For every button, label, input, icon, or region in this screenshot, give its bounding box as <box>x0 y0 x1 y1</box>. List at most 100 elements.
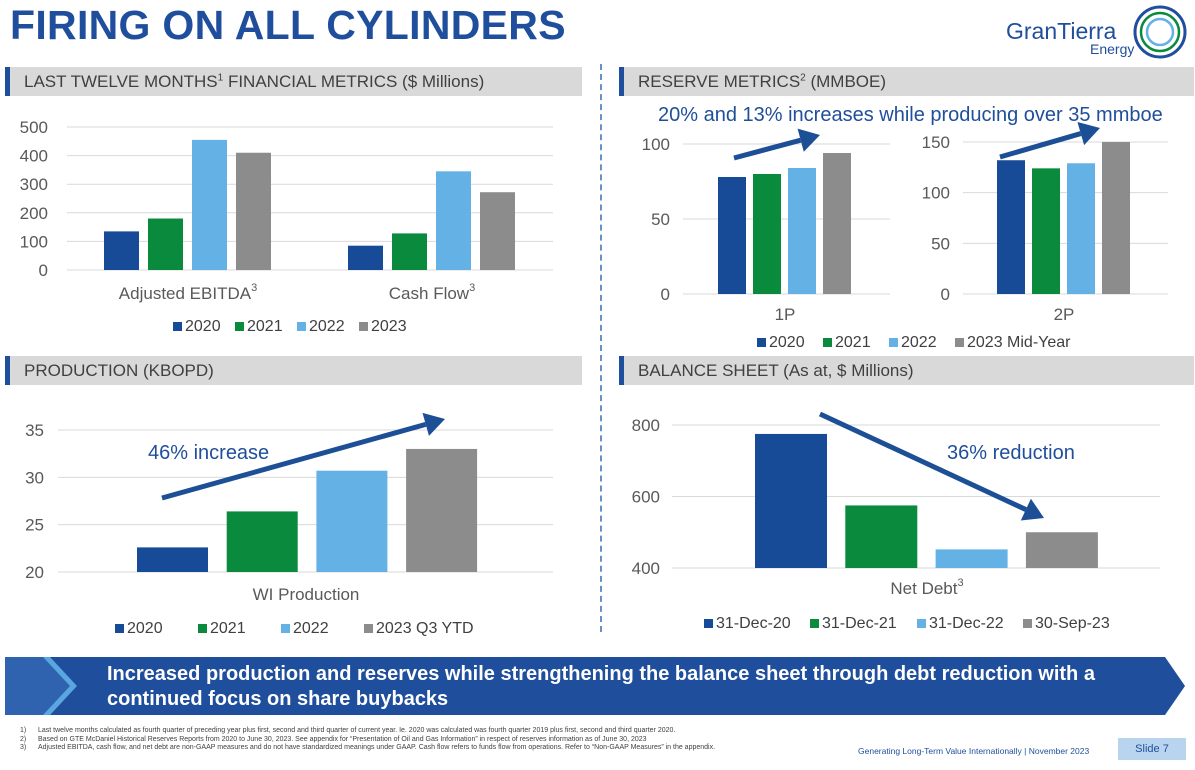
y-tick-label: 100 <box>20 232 48 251</box>
bar-2020 <box>997 160 1025 294</box>
category-label: Cash Flow3 <box>389 282 475 303</box>
page-title: FIRING ON ALL CYLINDERS <box>10 2 566 48</box>
bar-2022 <box>192 139 227 270</box>
legend-swatch <box>364 624 373 633</box>
bar-2020 <box>104 231 139 270</box>
bar-2022 <box>788 168 816 294</box>
reserve-metrics-header: RESERVE METRICS2 (MMBOE) <box>619 67 1194 96</box>
legend-swatch <box>810 619 819 628</box>
bar-2023-q3-ytd <box>406 448 478 572</box>
panel-divider <box>600 64 602 632</box>
legend-swatch <box>173 322 182 331</box>
legend-label: 2021 <box>247 318 283 335</box>
bar-2021 <box>1032 168 1060 294</box>
legend-label: 2022 <box>901 334 937 351</box>
bar-2022 <box>1067 163 1095 294</box>
legend-label: 2023 <box>371 318 407 335</box>
logo-rings-icon <box>1133 5 1187 59</box>
bar-2023 <box>480 192 515 270</box>
footer-tagline: Generating Long-Term Value International… <box>858 746 1090 756</box>
category-label: 2P <box>1054 305 1075 324</box>
category-label: WI Production <box>253 585 360 604</box>
bar-30-sep-23 <box>1025 532 1098 568</box>
y-tick-label: 200 <box>20 204 48 223</box>
bar-2021 <box>392 233 427 270</box>
bar-31-dec-20 <box>755 433 827 568</box>
category-label: Adjusted EBITDA3 <box>119 282 257 303</box>
y-tick-label: 0 <box>941 285 950 304</box>
legend-label: 2020 <box>769 334 805 351</box>
legend-swatch <box>757 338 766 347</box>
legend-swatch <box>235 322 244 331</box>
legend-label: 2020 <box>127 620 163 637</box>
y-tick-label: 25 <box>25 516 44 535</box>
bar-2023-mid-year <box>823 153 851 294</box>
bar-2023 <box>236 152 271 270</box>
legend-swatch <box>917 619 926 628</box>
bar-2021 <box>148 218 183 270</box>
reserves-1p-arrow-shaft <box>733 137 802 161</box>
production-header: PRODUCTION (KBOPD) <box>5 356 582 385</box>
bar-31-dec-22 <box>935 549 1008 568</box>
legend-swatch <box>115 624 124 633</box>
footnote-1: 1) Last twelve months calculated as fourt… <box>20 727 676 734</box>
legend-label: 2022 <box>309 318 345 335</box>
production-arrow-shaft <box>161 421 427 501</box>
legend-swatch <box>297 322 306 331</box>
legend-label: 31-Dec-21 <box>822 615 897 632</box>
bar-2022 <box>436 171 471 270</box>
financial-metrics-header: LAST TWELVE MONTHS1 FINANCIAL METRICS ($… <box>5 67 582 96</box>
net-debt-arrow-head <box>1020 498 1044 521</box>
legend-swatch <box>704 619 713 628</box>
logo-name: GranTierra <box>1006 18 1117 44</box>
production-annotation: 46% increase <box>148 442 269 464</box>
legend-swatch <box>1023 619 1032 628</box>
gran-tierra-logo: GranTierra Energy <box>1000 4 1190 60</box>
category-label: Net Debt3 <box>890 577 963 598</box>
legend-swatch <box>198 624 207 633</box>
bar-31-dec-21 <box>845 505 918 568</box>
legend-label: 2020 <box>185 318 221 335</box>
y-tick-label: 50 <box>651 210 670 229</box>
slide-number: Slide 7 <box>1118 738 1186 760</box>
y-tick-label: 30 <box>25 468 44 487</box>
bar-2021 <box>753 174 781 294</box>
bar-2023-mid-year <box>1102 142 1130 294</box>
y-tick-label: 500 <box>20 118 48 137</box>
legend-label: 2023 Mid-Year <box>967 334 1071 351</box>
category-label: 1P <box>775 305 796 324</box>
legend-label: 2023 Q3 YTD <box>376 620 474 637</box>
y-tick-label: 100 <box>642 135 670 154</box>
reserves-2p-arrow-head <box>1077 122 1100 146</box>
legend-label: 2021 <box>835 334 871 351</box>
footnotes: 1) Last twelve months calculated as fourt… <box>20 727 820 753</box>
y-tick-label: 0 <box>39 261 48 280</box>
y-tick-label: 400 <box>632 559 660 578</box>
legend-swatch <box>889 338 898 347</box>
y-tick-label: 50 <box>931 234 950 253</box>
legend-label: 31-Dec-20 <box>716 615 791 632</box>
bar-2020 <box>137 547 208 572</box>
legend-label: 2021 <box>210 620 246 637</box>
bar-2022 <box>316 470 388 572</box>
y-tick-label: 300 <box>20 175 48 194</box>
legend-swatch <box>281 624 290 633</box>
reserves-1p-arrow-head <box>797 128 820 152</box>
footnote-3: 3) Adjusted EBITDA, cash flow, and net de… <box>20 744 716 752</box>
legend-swatch <box>359 322 368 331</box>
legend-label: 31-Dec-22 <box>929 615 1004 632</box>
reserves-2p-arrow-shaft <box>999 131 1082 160</box>
bar-2021 <box>226 511 298 572</box>
bar-2020 <box>718 177 746 294</box>
key-message-banner <box>5 657 1185 715</box>
y-tick-label: 600 <box>632 488 660 507</box>
banner-message: Increased production and reserves while … <box>107 663 1095 710</box>
balance-annotation: 36% reduction <box>947 442 1075 464</box>
y-tick-label: 400 <box>20 147 48 166</box>
logo-subname: Energy <box>1090 41 1135 57</box>
legend-label: 2022 <box>293 620 329 637</box>
y-tick-label: 0 <box>661 285 670 304</box>
bar-2020 <box>348 245 383 270</box>
reserves-annotation: 20% and 13% increases while producing ov… <box>658 104 1163 126</box>
